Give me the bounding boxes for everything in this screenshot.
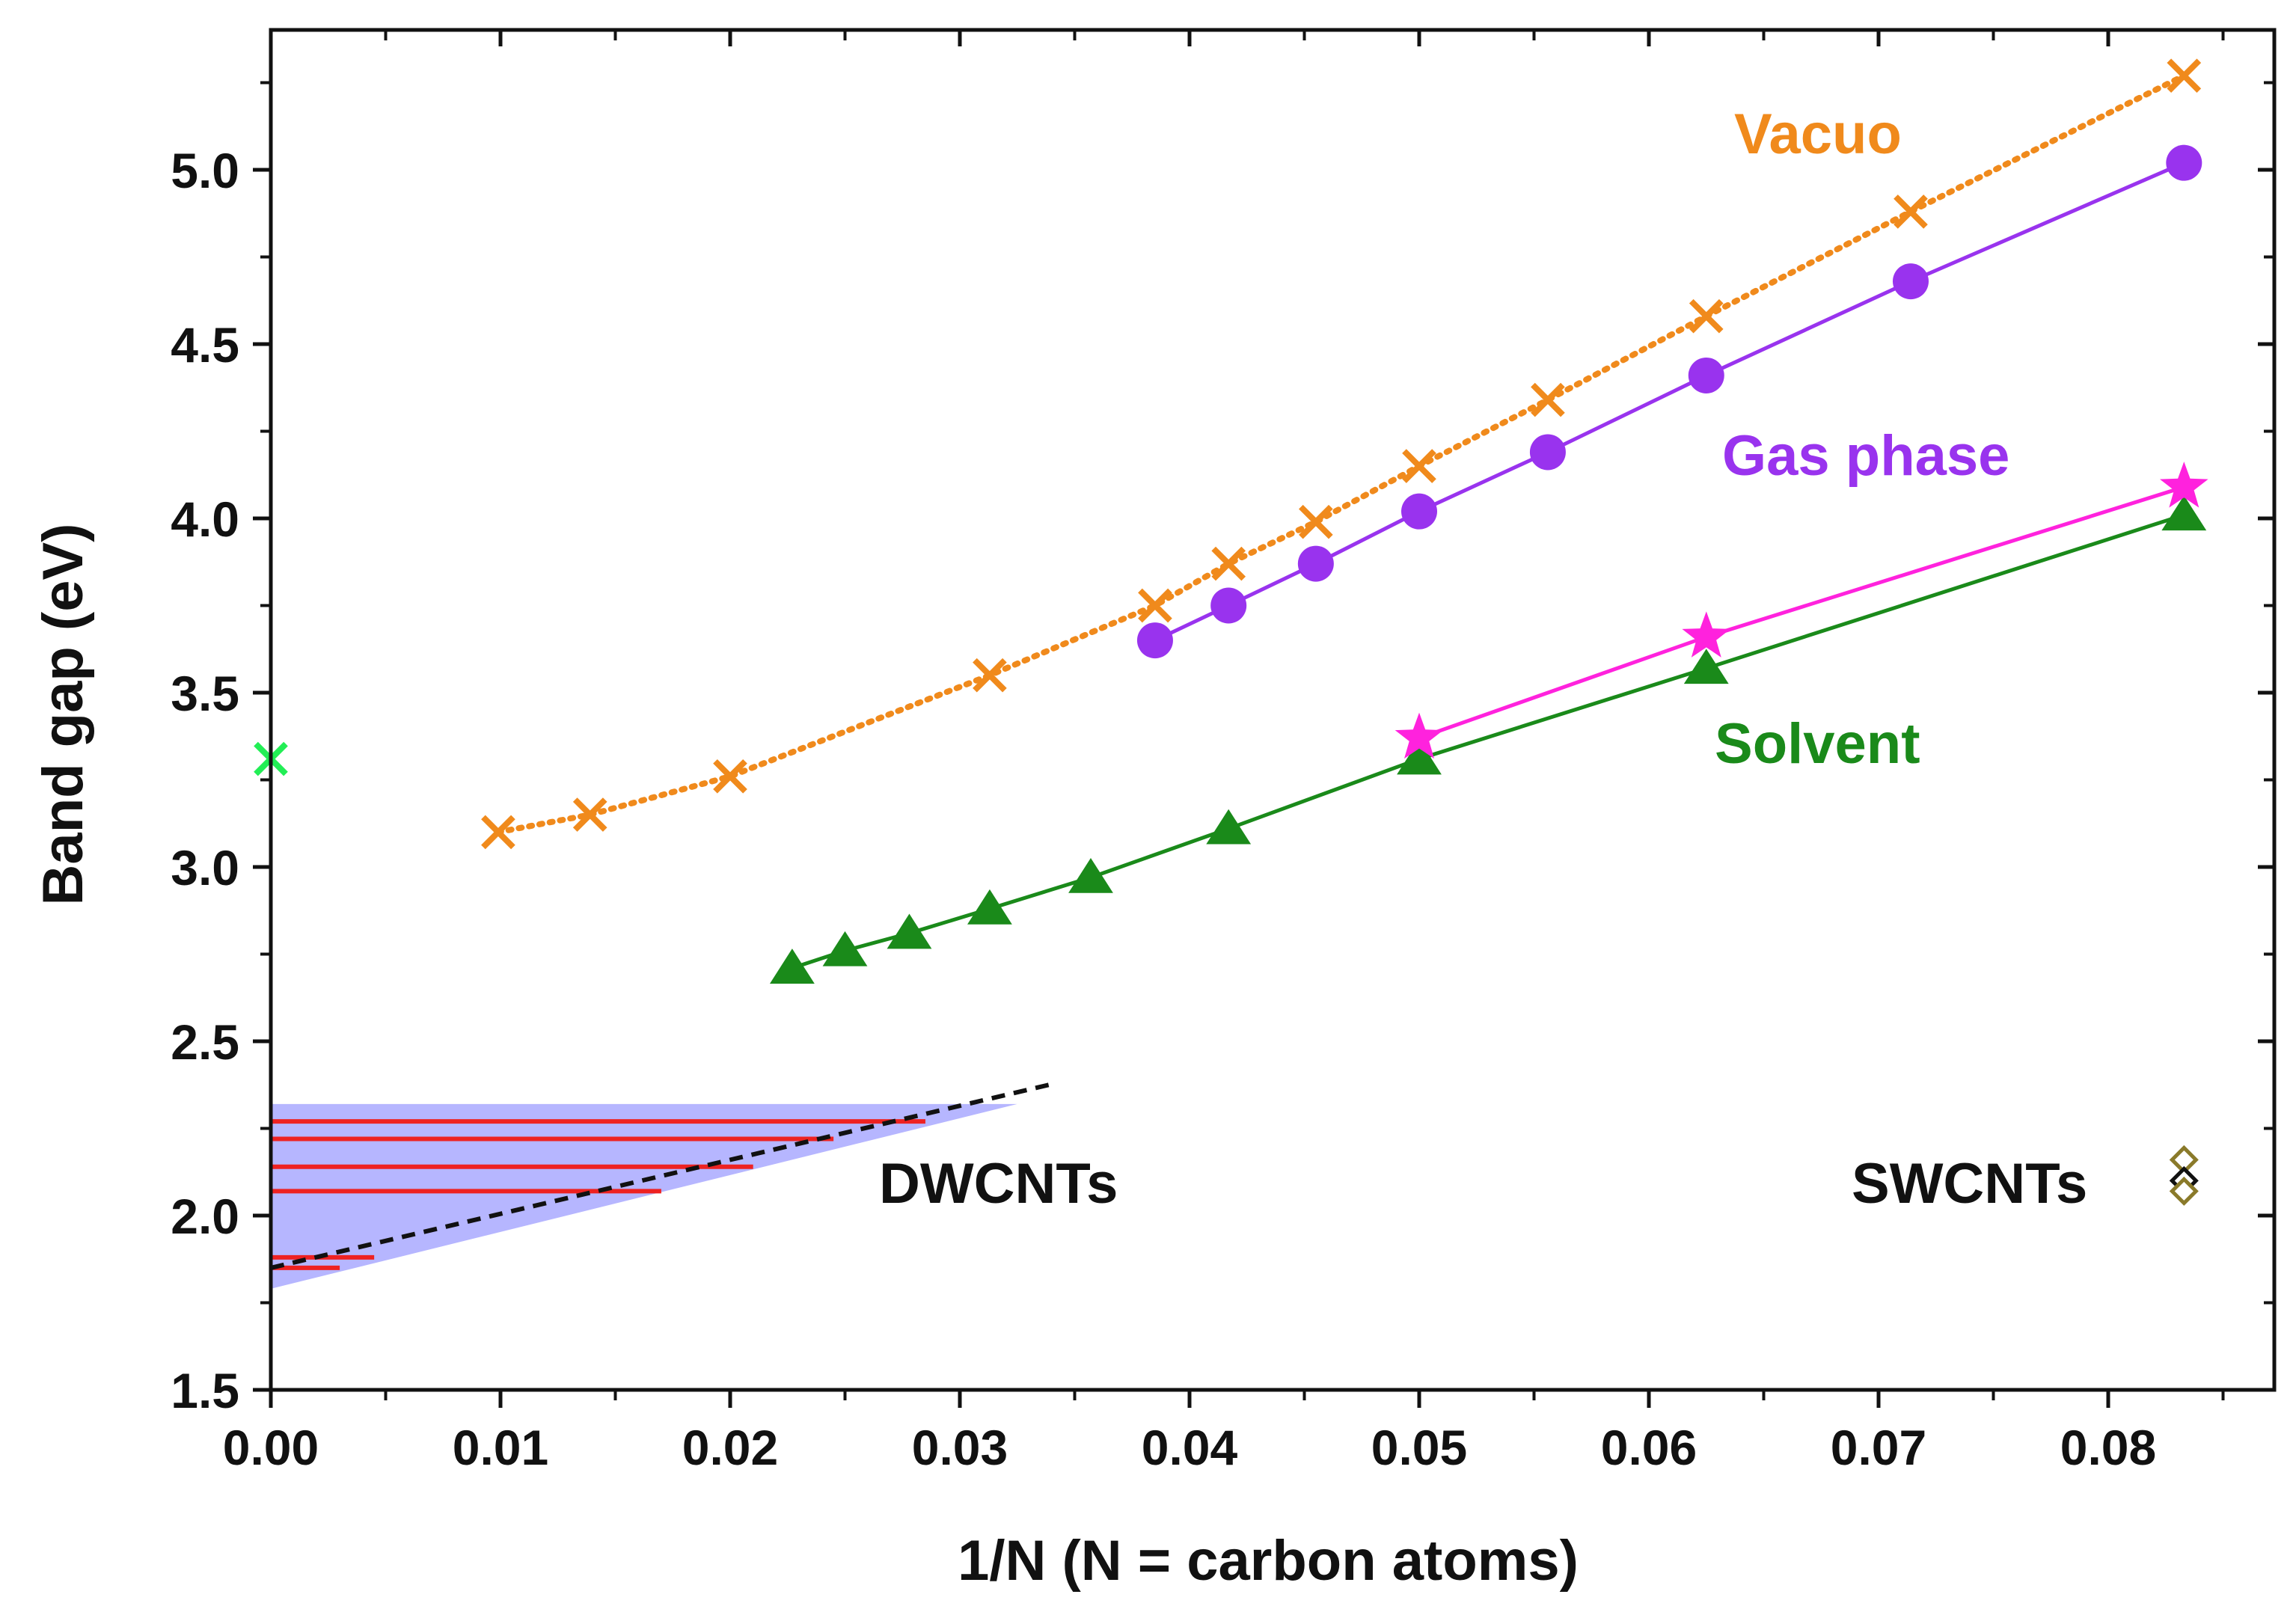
triangle-marker (2161, 495, 2207, 531)
x-marker (1299, 504, 1333, 539)
x-tick-label: 0.08 (2060, 1420, 2156, 1475)
vacuo-line (495, 73, 2188, 836)
x-marker (1211, 546, 1246, 581)
circle-marker (1892, 263, 1929, 300)
vacuo-label: Vacuo (1734, 102, 1902, 166)
x-marker (1689, 298, 1724, 334)
y-tick-label: 4.5 (171, 317, 239, 373)
x-marker (1402, 449, 1436, 483)
y-tick-label: 2.5 (171, 1014, 239, 1070)
x-marker (973, 658, 1007, 693)
circle-marker (1688, 357, 1724, 393)
y-axis-title: Band gap (eV) (31, 524, 95, 906)
dwcnts-label: DWCNTs (879, 1152, 1118, 1216)
circle-marker (1529, 434, 1566, 471)
dwcnt-band (271, 1103, 1017, 1289)
y-tick-label: 3.0 (171, 840, 239, 895)
star-marker (2160, 462, 2208, 508)
circle-marker (1297, 545, 1334, 582)
triangle-marker (1206, 809, 1252, 845)
triangle-marker (967, 889, 1012, 925)
circle-marker (1136, 622, 1173, 659)
x-tick-label: 0.03 (912, 1420, 1008, 1475)
x-marker (1138, 588, 1172, 623)
x-marker (572, 797, 607, 832)
x-tick-label: 0.07 (1831, 1420, 1926, 1475)
x-tick-label: 0.04 (1142, 1420, 1238, 1475)
y-tick-label: 3.5 (171, 666, 239, 721)
y-tick-label: 4.0 (171, 491, 239, 547)
triangle-marker (887, 913, 932, 949)
x-marker (713, 759, 747, 794)
axes: 0.00 0.01 0.02 0.03 0.04 0.05 0.06 0.07 0.08 1.5 2… (171, 28, 2277, 1475)
star-marker (1395, 712, 1444, 759)
plot-area (254, 58, 2208, 1289)
circle-marker (1401, 493, 1437, 530)
star-marker (1682, 611, 1731, 658)
solvent-line (792, 512, 2185, 970)
triangle-marker (822, 931, 868, 966)
solvent-label: Solvent (1715, 712, 1920, 776)
x-tick-label: 0.00 (223, 1420, 319, 1475)
swcnts-label: SWCNTs (1852, 1152, 2087, 1216)
x-marker (481, 815, 515, 850)
x-tick-label: 0.06 (1601, 1420, 1697, 1475)
x-marker (1894, 194, 1928, 229)
x-marker (1531, 382, 1565, 417)
circle-marker (1210, 587, 1247, 624)
star-series-line (1418, 485, 2185, 740)
circle-marker (2166, 144, 2202, 181)
x-tick-label: 0.01 (453, 1420, 548, 1475)
y-tick-label: 1.5 (171, 1363, 239, 1418)
x-marker (2167, 58, 2202, 94)
triangle-marker (1397, 739, 1442, 775)
triangle-marker (1068, 857, 1113, 893)
triangle-marker (769, 949, 815, 984)
x-axis-title: 1/N (N = carbon atoms) (958, 1529, 1579, 1593)
gas-phase-label: Gas phase (1722, 424, 2009, 488)
x-tick-label: 0.02 (682, 1420, 778, 1475)
plot-frame (269, 28, 2277, 1392)
x-tick-label: 0.05 (1371, 1420, 1467, 1475)
triangle-marker (1683, 649, 1729, 684)
diamond-marker (2169, 1176, 2199, 1206)
y-tick-label: 2.0 (171, 1189, 239, 1244)
y-tick-label: 5.0 (171, 143, 239, 198)
